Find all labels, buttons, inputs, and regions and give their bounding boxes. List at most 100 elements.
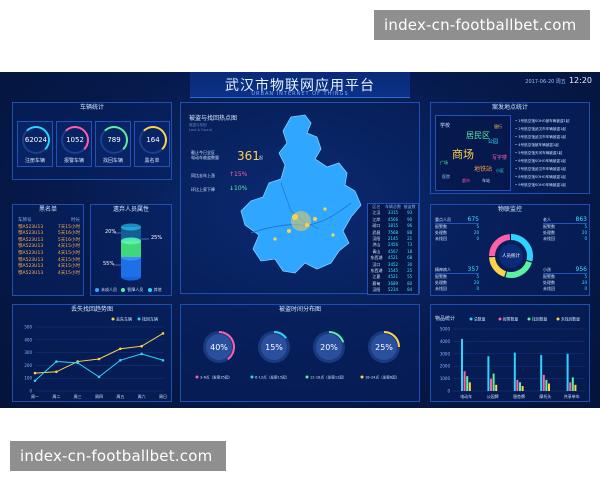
table-row[interactable]: 江岸 4566 90 bbox=[368, 217, 418, 223]
data-point[interactable] bbox=[33, 379, 37, 383]
data-point[interactable] bbox=[161, 332, 165, 335]
hotspot-list-item[interactable]: • 8号航空馆SOHO车辆被盗1起 bbox=[515, 175, 566, 179]
cloud-word[interactable]: 商场 bbox=[452, 148, 474, 161]
hotspot-marker[interactable] bbox=[313, 217, 317, 221]
hotspot-list-item[interactable]: • 3号航空馆武汉市车辆被盗1起 bbox=[515, 135, 566, 139]
donut-slice[interactable] bbox=[510, 234, 533, 262]
time-dist-chart[interactable]: 40% 3-6点（发案35起） 15% 6-12点（发案15起） 20% 12-18点（发… bbox=[181, 315, 421, 403]
bar[interactable] bbox=[566, 353, 569, 391]
data-point[interactable] bbox=[97, 375, 101, 379]
cloud-word[interactable]: 居民区 bbox=[466, 131, 490, 140]
table-row[interactable]: 鄂A523U13 4天15小时 bbox=[18, 264, 80, 271]
data-point[interactable] bbox=[97, 357, 101, 361]
monitor-group[interactable]: 精神病人 357 报警数 5 处理数 20 未找回 0 bbox=[435, 267, 479, 292]
cloud-word[interactable]: 地铁站 bbox=[474, 166, 493, 173]
table-row[interactable]: 青山 4567 18 bbox=[368, 249, 418, 255]
bar[interactable] bbox=[466, 376, 469, 391]
data-point[interactable] bbox=[161, 358, 165, 362]
cloud-word[interactable]: 写字楼 bbox=[492, 155, 508, 161]
hotspot-list-item[interactable]: • 1号航空馆SOHO被车辆被盗1起 bbox=[515, 119, 570, 123]
hotspot-marker[interactable] bbox=[287, 229, 291, 233]
bar[interactable] bbox=[461, 338, 463, 391]
trend-chart[interactable]: 0 100 200 300 400 500 周一 周二 周三 周四 周五 周六 周日 丢失车辆 找回车辆 bbox=[13, 315, 173, 403]
table-row[interactable]: 鄂A523U13 4天15小时 bbox=[18, 244, 80, 251]
cloud-word[interactable]: 学校 bbox=[440, 123, 451, 129]
vehicle-stat-card[interactable]: 164 黑名单 bbox=[134, 121, 170, 167]
series-line-lost[interactable] bbox=[34, 332, 164, 374]
map-region[interactable] bbox=[240, 114, 362, 274]
time-ring-arc[interactable] bbox=[328, 331, 345, 343]
cloud-word[interactable]: 车站 bbox=[482, 178, 490, 183]
data-point[interactable] bbox=[55, 360, 58, 363]
monitor-group[interactable]: 重点人员 675 报警数 5 处理数 20 未找回 0 bbox=[435, 217, 479, 242]
bar[interactable] bbox=[569, 382, 572, 391]
table-row[interactable]: 汉阳 5234 84 bbox=[368, 287, 418, 293]
hotspot-list-item[interactable]: • 9号航空馆SOHO车辆被盗1起 bbox=[515, 183, 566, 187]
hotspot-marker[interactable] bbox=[292, 214, 298, 220]
data-point[interactable] bbox=[76, 361, 79, 365]
vehicle-stat-card[interactable]: 1052 报警车辆 bbox=[56, 121, 92, 167]
hotspot-list-item[interactable]: • 5号航空馆天河车辆被盗1起 bbox=[515, 151, 563, 155]
data-point[interactable] bbox=[140, 344, 143, 348]
table-row[interactable]: 东西湖 1545 25 bbox=[368, 268, 418, 274]
goods-chart[interactable]: 0 1000 2000 3000 4000 5000 电动车 公园牌 银杏牌 摩托头 共享单车 总数量… bbox=[431, 315, 591, 403]
data-point[interactable] bbox=[33, 371, 37, 375]
table-row[interactable]: 鄂A523U13 4天15小时 bbox=[18, 271, 80, 278]
time-ring-arc[interactable] bbox=[383, 331, 400, 348]
bar[interactable] bbox=[468, 382, 471, 391]
data-point[interactable] bbox=[55, 370, 58, 374]
table-row[interactable]: 武昌 7568 88 bbox=[368, 230, 418, 236]
cloud-word[interactable]: 银行 bbox=[494, 124, 502, 129]
bar[interactable] bbox=[463, 371, 466, 391]
bar[interactable] bbox=[492, 373, 495, 391]
cloud-word[interactable]: 小区 bbox=[496, 168, 504, 173]
table-row[interactable]: 蔡甸 3689 80 bbox=[368, 281, 418, 287]
table-row[interactable]: 硚口 3815 96 bbox=[368, 223, 418, 229]
hotspot-marker[interactable] bbox=[291, 211, 311, 231]
people-donut[interactable] bbox=[486, 231, 536, 281]
cloud-word[interactable]: 超市 bbox=[462, 178, 470, 183]
data-point[interactable] bbox=[119, 347, 122, 351]
hotspot-marker[interactable] bbox=[331, 233, 335, 237]
bar[interactable] bbox=[545, 379, 548, 391]
table-row[interactable]: 汉口 3452 30 bbox=[368, 262, 418, 268]
bar[interactable] bbox=[490, 378, 492, 391]
vehicle-stat-card[interactable]: 789 找回车辆 bbox=[95, 121, 131, 167]
table-row[interactable]: 鄂A523U13 5天16小时 bbox=[18, 231, 80, 238]
bar[interactable] bbox=[487, 356, 490, 391]
bar[interactable] bbox=[521, 386, 524, 391]
bar[interactable] bbox=[542, 374, 545, 391]
table-row[interactable]: 东西湖 4521 68 bbox=[368, 255, 418, 261]
table-row[interactable]: 鄂A523U13 5天16小时 bbox=[18, 238, 80, 245]
wuhan-map[interactable] bbox=[231, 113, 371, 291]
donut-slice[interactable] bbox=[489, 234, 511, 257]
hotspot-marker[interactable] bbox=[323, 207, 327, 211]
time-ring-arc[interactable] bbox=[273, 331, 287, 339]
table-row[interactable]: 洪山 2456 73 bbox=[368, 242, 418, 248]
data-point[interactable] bbox=[119, 358, 122, 362]
bar[interactable] bbox=[513, 352, 516, 391]
bar[interactable] bbox=[540, 355, 543, 391]
monitor-group[interactable]: 小孩 956 报警数 5 处理数 20 未找回 0 bbox=[543, 267, 587, 292]
bar[interactable] bbox=[519, 382, 521, 391]
cloud-word[interactable]: 医院 bbox=[442, 174, 450, 179]
hotspot-marker[interactable] bbox=[305, 223, 309, 227]
bar[interactable] bbox=[571, 377, 574, 391]
cloud-word[interactable]: 广场 bbox=[440, 160, 448, 165]
cloud-word[interactable]: 公园 bbox=[488, 139, 499, 145]
hotspot-list-item[interactable]: • 7号航空馆武汉市车辆被盗1起 bbox=[515, 167, 566, 171]
hotspot-marker[interactable] bbox=[273, 237, 277, 241]
bar[interactable] bbox=[495, 384, 498, 391]
bar[interactable] bbox=[548, 383, 550, 391]
table-row[interactable]: 汉阳 2145 21 bbox=[368, 236, 418, 242]
table-row[interactable]: 江夏 4521 55 bbox=[368, 274, 418, 280]
table-row[interactable]: 鄂A523U13 4天15小时 bbox=[18, 258, 80, 265]
donut-slice[interactable] bbox=[505, 260, 532, 278]
hotspot-list-item[interactable]: • 2号航空馆武汉市车辆被盗1起 bbox=[515, 127, 566, 131]
data-point[interactable] bbox=[140, 352, 143, 356]
bar[interactable] bbox=[574, 384, 577, 391]
table-row[interactable]: 江汉 3315 93 bbox=[368, 210, 418, 216]
table-row[interactable]: 鄂A523U13 7天15小时 bbox=[18, 225, 80, 232]
donut-slice[interactable] bbox=[489, 256, 507, 277]
hotspot-list-item[interactable]: • 6号航空馆SOHO车辆被盗1起 bbox=[515, 159, 566, 163]
